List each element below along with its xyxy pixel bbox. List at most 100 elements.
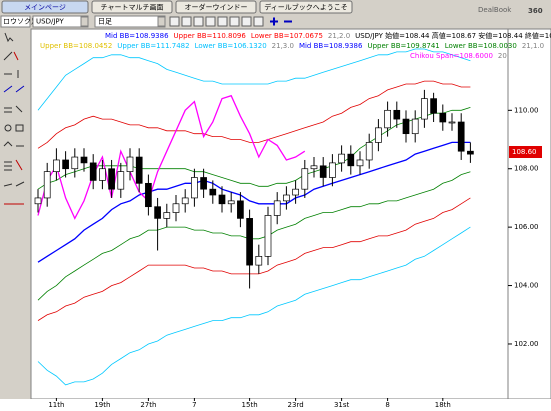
candle-body: [448, 121, 456, 124]
candle-body: [411, 118, 419, 135]
candle-body: [457, 121, 465, 152]
candle-body: [34, 197, 42, 205]
dropdown-arrow[interactable]: [80, 16, 89, 27]
x-tick-label: 18th: [435, 401, 451, 409]
chart-style-label: ロウソク足: [3, 18, 38, 26]
icon-button[interactable]: [169, 16, 180, 27]
indicator-line: [37, 107, 471, 190]
chart-style-select[interactable]: [0, 15, 31, 28]
pointer-tool[interactable]: [4, 32, 14, 43]
x-tick-label: 31st: [334, 401, 350, 409]
y-tick-label: 104.00: [514, 282, 539, 290]
candle-body: [365, 142, 373, 161]
dropdown-arrow[interactable]: [157, 16, 166, 27]
indicator-line: [37, 80, 471, 149]
arrow-tool[interactable]: [15, 159, 23, 171]
icon-button[interactable]: [193, 16, 204, 27]
legend-entry: Lower BB=107.0675: [251, 32, 323, 40]
tab-label: オーダーウインドー: [185, 3, 248, 12]
legend-entry: 21,3.0: [272, 42, 294, 50]
line-tool[interactable]: [3, 51, 13, 61]
icon-button[interactable]: [217, 16, 228, 27]
candle-body: [310, 165, 318, 170]
zoom-in[interactable]: [270, 17, 278, 26]
legend-entry: Upper BB=108.0452: [40, 42, 112, 50]
tab-label: チャートマルチ画面: [101, 4, 164, 12]
tab[interactable]: [91, 0, 173, 14]
indicator-line: [37, 94, 306, 220]
icon-button[interactable]: [181, 16, 192, 27]
grid-tool[interactable]: [4, 161, 12, 171]
rect-tool[interactable]: [15, 124, 24, 132]
candle-body: [71, 156, 79, 170]
candle-body: [467, 150, 474, 155]
legend-entry: Upper BB=111.7482: [117, 42, 189, 50]
icon-button[interactable]: [229, 16, 240, 27]
legend-entry: Chikou Span=108.6000: [410, 52, 493, 60]
channel-tool[interactable]: [3, 85, 25, 93]
icon-button[interactable]: [241, 16, 252, 27]
candle-body: [43, 171, 51, 199]
legend-entry: Mid BB=108.9386: [105, 32, 169, 40]
fib-tool[interactable]: [4, 105, 23, 113]
candle-body: [181, 197, 189, 205]
y-tick-label: 106.00: [514, 223, 539, 231]
legend-entry: 21,2.0: [328, 32, 350, 40]
last-price-box: [509, 146, 542, 158]
candle-body: [273, 200, 281, 216]
logo-suffix: 360: [528, 7, 543, 15]
candle-body: [264, 215, 272, 257]
indicator-line: [37, 48, 471, 111]
legend-entry: Upper BB=109.8741: [367, 42, 439, 50]
ray-tool[interactable]: [3, 181, 25, 187]
candle-body: [393, 109, 401, 120]
candle-body: [439, 112, 447, 123]
tab[interactable]: [175, 0, 257, 14]
candle-body: [301, 168, 309, 190]
candle-body: [384, 109, 391, 129]
y-tick-label: 102.00: [514, 340, 539, 348]
candle-body: [200, 177, 207, 190]
price-axis: [507, 28, 551, 400]
candle-body: [356, 159, 364, 167]
hline-tool[interactable]: [4, 70, 19, 78]
candle-body: [421, 98, 428, 120]
last-price: 108.60: [512, 148, 537, 156]
candle-body: [218, 194, 226, 205]
period-label: 日足: [98, 18, 112, 26]
circle-tool[interactable]: [4, 124, 12, 132]
tab-label: ディールブックへようこそ: [264, 3, 348, 12]
candle-body: [237, 200, 244, 219]
x-tick-label: 27th: [140, 401, 156, 409]
toolbar-icons: [169, 16, 292, 27]
tool-icons: [3, 32, 25, 205]
logo: DealBook: [478, 6, 512, 14]
drawing-tools: [0, 29, 31, 411]
candle-body: [108, 168, 115, 190]
candle-body: [292, 188, 299, 196]
candle-body: [172, 203, 180, 213]
icon-button[interactable]: [205, 16, 216, 27]
tab[interactable]: [259, 0, 353, 14]
candle-body: [191, 177, 198, 199]
candle-body: [80, 156, 88, 164]
trend-tool[interactable]: [13, 51, 19, 61]
y-tick-label: 108.00: [514, 165, 539, 173]
candle-body: [53, 159, 60, 173]
legend-entry: Mid BB=108.9386: [299, 42, 363, 50]
time-axis: [0, 399, 551, 411]
legend-entry: USD/JPY 始値=108.44 高値=108.67 安値=108.44 終値…: [355, 31, 551, 40]
candle-body: [227, 200, 235, 205]
indicator-line: [37, 171, 471, 301]
tab[interactable]: [1, 0, 89, 14]
wave-tool[interactable]: [3, 141, 24, 147]
candle-body: [319, 165, 327, 178]
plot-area: [30, 28, 509, 400]
tabs: メインページ チャートマルチ画面 オーダーウインドー ディールブックへようこそ: [1, 0, 353, 14]
candle-body: [126, 156, 134, 173]
legend-entry: Lower BB=108.0030: [445, 42, 517, 50]
x-tick-label: 23rd: [288, 401, 304, 409]
candle-body: [117, 171, 125, 190]
icon-button[interactable]: [253, 16, 264, 27]
